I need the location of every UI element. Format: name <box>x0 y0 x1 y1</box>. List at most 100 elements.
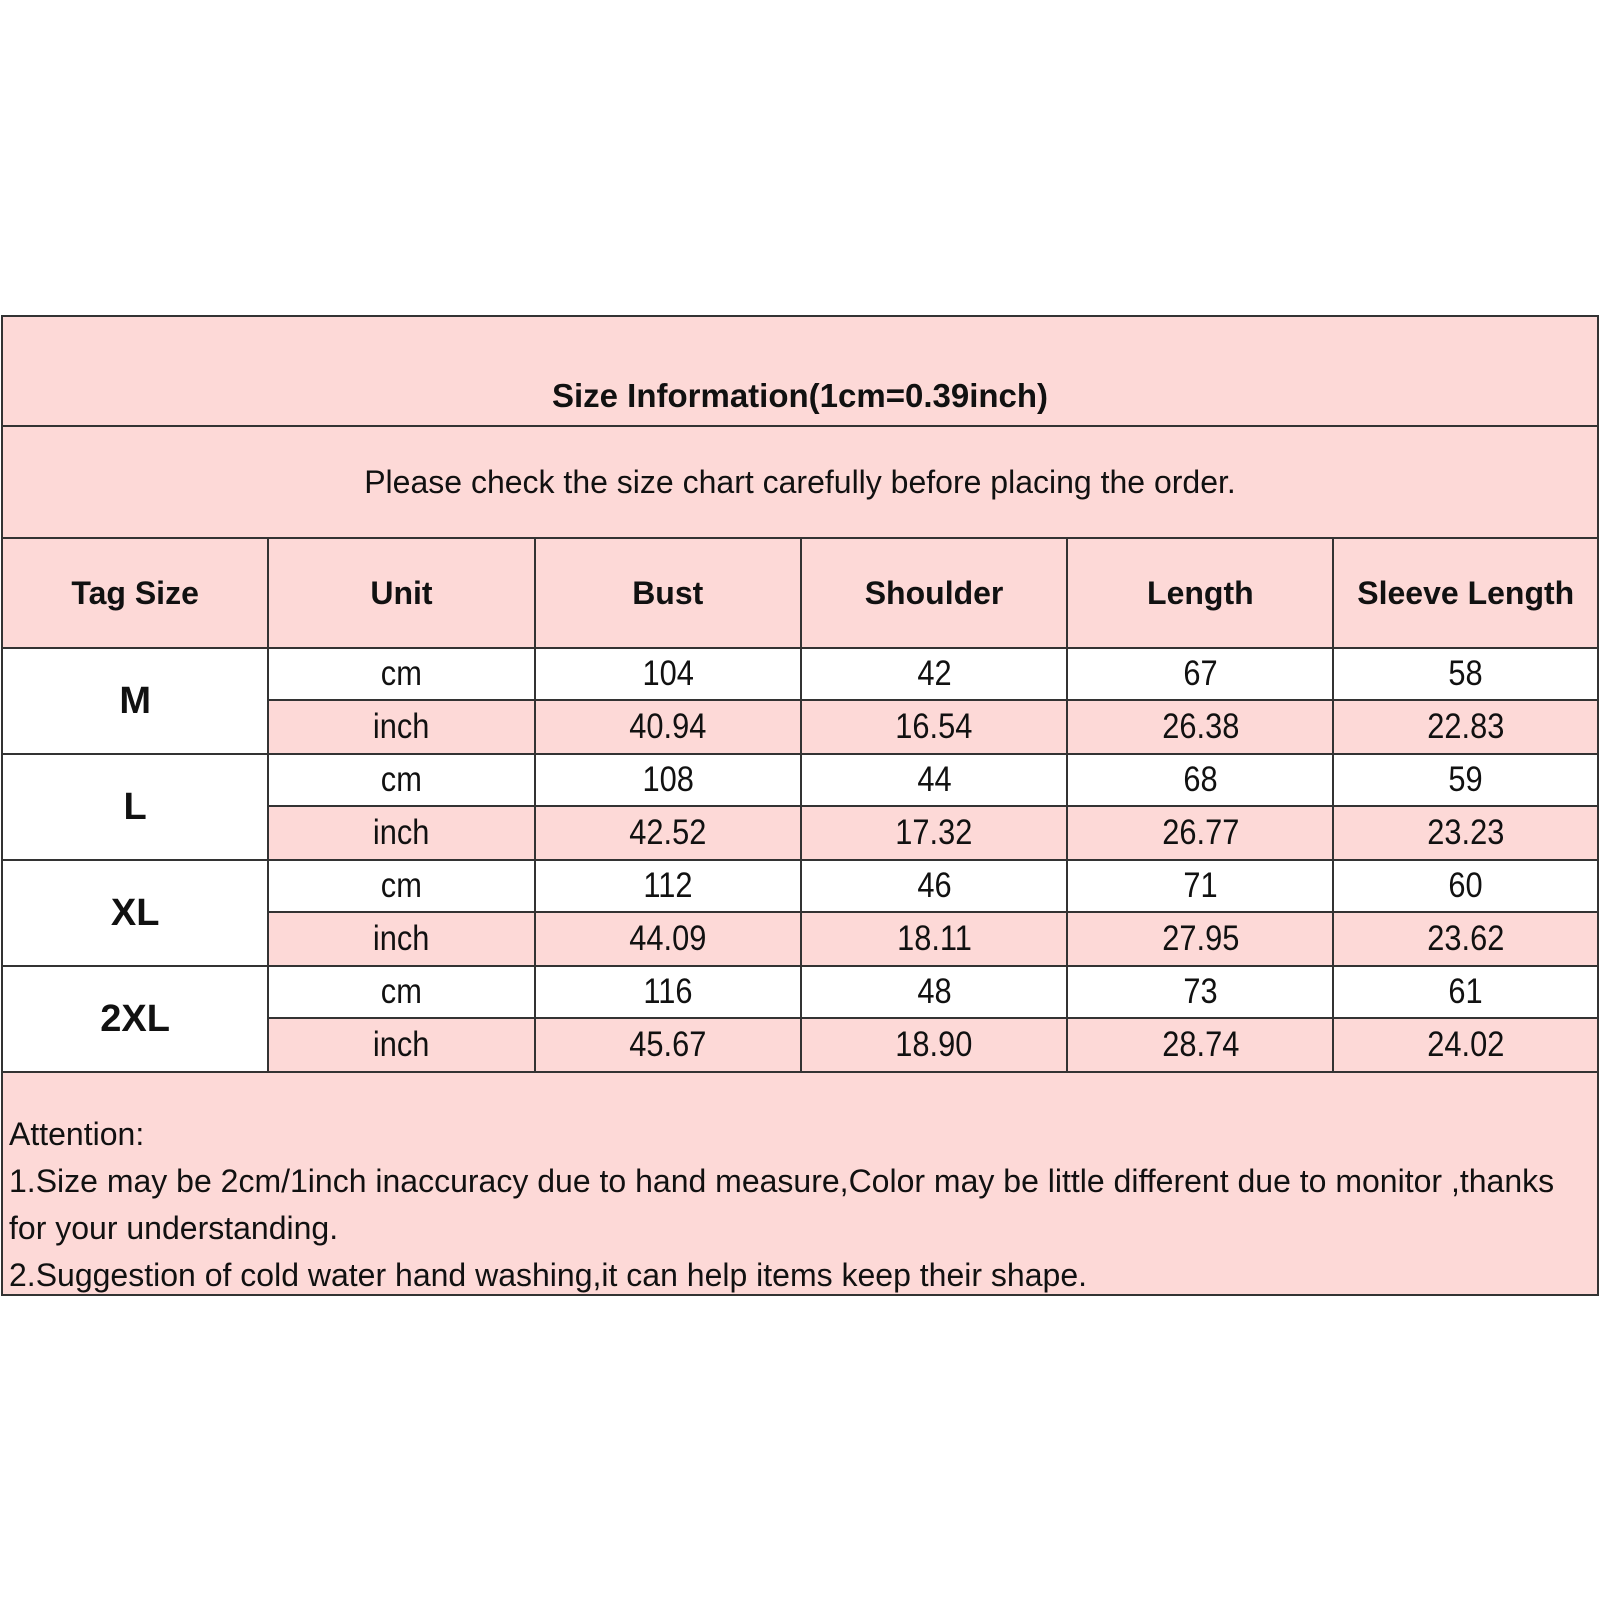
cell-value: 104 <box>642 654 694 693</box>
cell-value: 18.11 <box>896 919 972 958</box>
size-group: 2XL cm 116 48 73 61 inch 45.67 18.90 28.74 24.02 <box>3 967 1597 1073</box>
table-cell: 61 <box>1334 967 1597 1017</box>
cell-value: 73 <box>1183 972 1218 1011</box>
table-cell: 16.54 <box>802 701 1069 753</box>
cell-value: 26.38 <box>1161 707 1239 746</box>
cell-value: 58 <box>1448 654 1483 693</box>
table-cell: 48 <box>802 967 1069 1017</box>
attention-notes: Attention: 1.Size may be 2cm/1inch inacc… <box>3 1073 1597 1294</box>
table-cell: 24.02 <box>1334 1019 1597 1071</box>
column-header: Shoulder <box>802 539 1069 647</box>
cell-value: inch <box>373 1025 430 1064</box>
header-row: Tag Size Unit Bust Shoulder Length Sleeve Len… <box>3 539 1597 649</box>
cell-value: cm <box>380 866 422 905</box>
table-cell: 44.09 <box>536 913 802 965</box>
table-row: cm 108 44 68 59 <box>269 755 1597 807</box>
table-cell: 108 <box>536 755 802 805</box>
cell-value: 46 <box>916 866 952 905</box>
table-cell: 46 <box>802 861 1069 911</box>
tag-size: L <box>3 755 270 859</box>
cell-value: 42.52 <box>629 813 707 852</box>
table-cell: 116 <box>536 967 802 1017</box>
table-cell: 71 <box>1068 861 1335 911</box>
table-row: cm 104 42 67 58 <box>269 649 1597 701</box>
size-group: XL cm 112 46 71 60 inch 44.09 18.11 27.95 23.62 <box>3 861 1597 967</box>
cell-value: 68 <box>1183 760 1218 799</box>
table-cell: 18.90 <box>802 1019 1069 1071</box>
table-cell: 112 <box>536 861 802 911</box>
table-cell: inch <box>269 807 536 859</box>
table-row: inch 45.67 18.90 28.74 24.02 <box>269 1019 1597 1071</box>
cell-value: 17.32 <box>895 813 973 852</box>
table-row: inch 44.09 18.11 27.95 23.62 <box>269 913 1597 965</box>
column-header: Sleeve Length <box>1357 574 1575 611</box>
tag-size: 2XL <box>3 967 270 1071</box>
cell-value: inch <box>373 813 430 852</box>
cell-value: 22.83 <box>1427 707 1505 746</box>
cell-value: 60 <box>1448 866 1483 905</box>
cell-value: 40.94 <box>629 707 707 746</box>
cell-value: 67 <box>1183 654 1218 693</box>
attention-note-1: 1.Size may be 2cm/1inch inaccuracy due t… <box>9 1163 1555 1246</box>
chart-subtitle: Please check the size chart carefully be… <box>3 427 1597 539</box>
table-cell: inch <box>269 1019 536 1071</box>
table-cell: 60 <box>1334 861 1597 911</box>
table-cell: 17.32 <box>802 807 1069 859</box>
table-cell: 23.62 <box>1334 913 1597 965</box>
tag-size: XL <box>3 861 270 965</box>
table-cell: 45.67 <box>536 1019 802 1071</box>
cell-value: cm <box>380 972 422 1011</box>
table-row: cm 116 48 73 61 <box>269 967 1597 1019</box>
table-row: inch 40.94 16.54 26.38 22.83 <box>269 701 1597 753</box>
cell-value: 108 <box>642 760 694 799</box>
cell-value: 16.54 <box>895 707 973 746</box>
table-cell: cm <box>269 649 536 699</box>
table-cell: 44 <box>802 755 1069 805</box>
cell-value: 112 <box>643 866 693 905</box>
table-cell: 40.94 <box>536 701 802 753</box>
column-header: Bust <box>536 539 802 647</box>
table-cell: 104 <box>536 649 802 699</box>
attention-heading: Attention: <box>9 1116 145 1152</box>
column-header: Unit <box>269 539 536 647</box>
table-cell: 59 <box>1334 755 1597 805</box>
table-cell: 73 <box>1068 967 1335 1017</box>
cell-value: 24.02 <box>1427 1025 1505 1064</box>
table-cell: 67 <box>1068 649 1335 699</box>
table-cell: 58 <box>1334 649 1597 699</box>
table-cell: 26.77 <box>1068 807 1335 859</box>
column-header: Tag Size <box>3 539 270 647</box>
table-cell: 42.52 <box>536 807 802 859</box>
cell-value: 44.09 <box>629 919 707 958</box>
cell-value: 23.62 <box>1427 919 1505 958</box>
table-cell: inch <box>269 701 536 753</box>
table-cell: 26.38 <box>1068 701 1335 753</box>
table-cell: 42 <box>802 649 1069 699</box>
table-cell: inch <box>269 913 536 965</box>
cell-value: 71 <box>1183 866 1218 905</box>
cell-value: 59 <box>1448 760 1483 799</box>
cell-value: cm <box>380 760 422 799</box>
cell-value: 61 <box>1448 972 1483 1011</box>
table-cell: cm <box>269 861 536 911</box>
table-cell: 28.74 <box>1068 1019 1335 1071</box>
size-chart: Size Information(1cm=0.39inch) Please ch… <box>1 315 1599 1296</box>
cell-value: 45.67 <box>629 1025 707 1064</box>
table-row: cm 112 46 71 60 <box>269 861 1597 913</box>
cell-value: 116 <box>643 972 693 1011</box>
table-cell: 23.23 <box>1334 807 1597 859</box>
table-cell: 27.95 <box>1068 913 1335 965</box>
cell-value: inch <box>373 919 430 958</box>
cell-value: 28.74 <box>1161 1025 1239 1064</box>
table-cell: cm <box>269 755 536 805</box>
table-cell: cm <box>269 967 536 1017</box>
cell-value: 18.90 <box>895 1025 973 1064</box>
chart-title: Size Information(1cm=0.39inch) <box>3 317 1597 427</box>
table-cell: 68 <box>1068 755 1335 805</box>
column-header: Length <box>1068 539 1335 647</box>
table-cell: 18.11 <box>802 913 1069 965</box>
table-cell: 22.83 <box>1334 701 1597 753</box>
tag-size: M <box>3 649 270 753</box>
